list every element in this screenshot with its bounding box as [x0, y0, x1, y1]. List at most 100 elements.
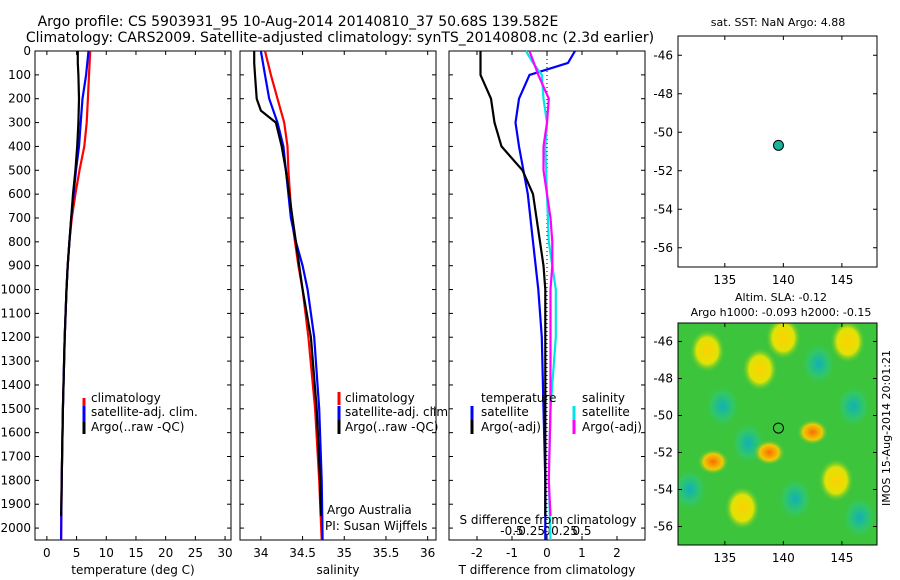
y-tick-label: 2000	[0, 521, 31, 535]
figure-title-line1: Argo profile: CS 5903931_95 10-Aug-2014 …	[38, 14, 559, 30]
x-tick-label: 1	[578, 546, 586, 560]
x-tick-label: 35	[337, 546, 352, 560]
series-line-temperature-argo-adj-	[479, 51, 547, 517]
series-line-argo-raw-qc-	[253, 51, 322, 517]
sla-anomaly-low	[835, 384, 872, 429]
y-tick-label: 1600	[0, 426, 31, 440]
sla-anomaly-high	[818, 458, 855, 503]
y-tick-label: 600	[8, 187, 31, 201]
legend-label-argo: Argo(..raw -QC)	[91, 420, 184, 434]
y-tick-label: -52	[653, 446, 673, 460]
x-axis-label: salinity	[316, 563, 359, 577]
temperature-panel: 0100200300400500600700800900100011001200…	[0, 44, 232, 577]
sla-anomaly-high	[689, 328, 726, 373]
sla-anomaly-low	[800, 341, 837, 386]
y-tick-label: -52	[653, 164, 673, 178]
y-tick-label: 1800	[0, 473, 31, 487]
sla-anomaly-high	[724, 486, 761, 530]
y-tick-label: 1700	[0, 450, 31, 464]
x-tick-label: 34	[253, 546, 268, 560]
sla-anomaly-low	[678, 467, 708, 512]
y-tick-label: 500	[8, 163, 31, 177]
y-tick-label: -56	[653, 241, 673, 255]
x-tick-label: 2	[613, 546, 621, 560]
argo-position-marker	[772, 422, 784, 434]
legend-header-temperature: temperature	[481, 391, 556, 405]
s-tick-label: 0	[543, 524, 551, 538]
y-tick-label: 1900	[0, 497, 31, 511]
y-tick-label: 100	[8, 68, 31, 82]
x-tick-label: -2	[471, 546, 483, 560]
salinity-marks: 34 34.5 35 35.5 36 salinity	[239, 50, 437, 577]
salinity-panel: 34 34.5 35 35.5 36 salinity climatology satel…	[239, 50, 452, 577]
sst-map-marks: 135 140 145 -46 -48 -50 -52 -54 -56	[653, 35, 878, 287]
y-tick-label: 0	[23, 44, 31, 58]
y-tick-label: 200	[8, 92, 31, 106]
x-tick-label: 30	[217, 546, 232, 560]
x-tick-label: 36	[420, 546, 435, 560]
sst-map-title: sat. SST: NaN Argo: 4.88	[711, 16, 845, 29]
legend-label-climatology: climatology	[91, 391, 161, 405]
x-tick-label: 145	[830, 551, 853, 565]
s-tick-label: 0.25	[551, 524, 578, 538]
sst-map-panel: sat. SST: NaN Argo: 4.88 135 140 145 -46 -48…	[653, 16, 878, 287]
y-tick-label: 1500	[0, 402, 31, 416]
legend-label-sal-satellite: satellite	[582, 405, 630, 419]
argo-position-marker	[772, 139, 784, 151]
y-tick-label: -46	[653, 48, 673, 62]
sla-anomaly-low	[777, 476, 814, 521]
difference-marks: -2 -1 0 1 2 T difference from climatology -0.5…	[448, 50, 646, 577]
y-tick-label: -50	[653, 125, 673, 139]
argo-australia-note: Argo Australia	[327, 503, 412, 517]
series-line-argo-raw-qc-	[60, 51, 81, 517]
map-background	[678, 36, 877, 267]
x-tick-label: 135	[713, 273, 736, 287]
sla-map-marks: 135 140 145 -46 -48 -50 -52 -54 -56	[653, 322, 878, 565]
s-tick-label: -0.25	[514, 524, 545, 538]
y-tick-label: 800	[8, 235, 31, 249]
temperature-legend: climatology satellite-adj. clim. Argo(..…	[82, 391, 198, 434]
x-tick-label: 0	[43, 546, 51, 560]
s-tick-label: 0.5	[572, 524, 591, 538]
s-difference-label: S difference from climatology	[460, 513, 637, 527]
y-tick-label: 1000	[0, 283, 31, 297]
sla-anomaly-low	[704, 384, 741, 429]
legend-label-sal-argo: Argo(-adj)	[582, 420, 642, 434]
x-tick-label: -1	[506, 546, 518, 560]
plot-frame	[239, 50, 437, 541]
x-tick-label: 15	[128, 546, 143, 560]
sla-map-panel: Altim. SLA: -0.12 Argo h1000: -0.093 h20…	[653, 291, 878, 565]
map-frame	[677, 322, 878, 546]
sla-anomaly-high	[765, 323, 802, 360]
imos-timestamp: IMOS 15-Aug-2014 20:01:21	[880, 350, 893, 506]
y-tick-label: -56	[653, 520, 673, 534]
sla-anomaly-veryhigh	[697, 448, 730, 475]
legend-label-satellite: satellite-adj. clim.	[345, 405, 452, 419]
series-line-satellite-adj-clim-	[259, 50, 324, 541]
legend-label-temp-satellite: satellite	[481, 405, 529, 419]
y-tick-label: -54	[653, 202, 673, 216]
s-tick-label: -0.5	[500, 524, 523, 538]
y-tick-label: 300	[8, 116, 31, 130]
x-tick-label: 0	[543, 546, 551, 560]
series-line-temperature-satellite	[514, 50, 576, 540]
y-tick-label: -54	[653, 483, 673, 497]
x-tick-label: 35.5	[373, 546, 400, 560]
sla-anomaly-high	[829, 323, 866, 364]
y-tick-label: -46	[653, 335, 673, 349]
y-tick-label: 700	[8, 211, 31, 225]
sla-anomaly-low	[841, 495, 877, 540]
sla-field	[678, 323, 877, 545]
sla-map-title-line2: Argo h1000: -0.093 h2000: -0.15	[691, 306, 872, 319]
y-tick-label: 400	[8, 139, 31, 153]
x-tick-label: 34.5	[289, 546, 316, 560]
y-tick-label: -48	[653, 87, 673, 101]
x-tick-label: 25	[188, 546, 203, 560]
sla-anomaly-high	[741, 347, 778, 392]
x-tick-label: 145	[830, 273, 853, 287]
y-tick-label: 1100	[0, 306, 31, 320]
plot-frame	[34, 50, 232, 541]
difference-panel: -2 -1 0 1 2 T difference from climatology -0.5…	[448, 50, 646, 577]
legend-label-climatology: climatology	[345, 391, 415, 405]
